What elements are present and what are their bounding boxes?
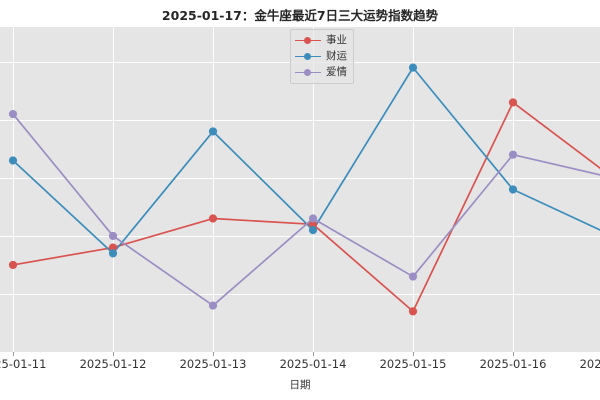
data-point — [208, 127, 218, 136]
x-tick-label: 2025-01-14 — [279, 357, 347, 371]
chart-legend: 事业 财运 爱情 — [290, 29, 354, 84]
legend-label: 财运 — [326, 50, 347, 62]
gridline-vertical — [113, 27, 114, 352]
legend-item-爱情[interactable]: 爱情 — [295, 65, 347, 80]
x-tick-mark — [13, 352, 14, 356]
data-point — [508, 185, 518, 194]
data-point — [8, 109, 18, 119]
gridline-horizontal — [0, 235, 600, 237]
x-tick-mark — [513, 352, 514, 356]
legend-label: 事业 — [326, 34, 347, 46]
x-tick-mark — [213, 352, 214, 356]
data-point — [8, 156, 18, 165]
x-axis-label: 日期 — [289, 379, 311, 391]
legend-swatch-icon — [295, 67, 321, 79]
gridline-horizontal — [0, 177, 600, 179]
gridline-horizontal — [0, 119, 600, 121]
data-point — [208, 301, 218, 310]
data-point — [508, 98, 518, 107]
data-point — [308, 226, 318, 235]
series-line-爱情 — [12, 113, 600, 307]
data-point — [508, 150, 518, 159]
legend-swatch-icon — [295, 51, 321, 63]
x-tick-label: 2025-01-13 — [179, 357, 247, 371]
data-point — [208, 214, 218, 223]
gridline-vertical — [413, 27, 414, 352]
data-point — [408, 272, 418, 281]
legend-label: 爱情 — [326, 66, 347, 78]
series-line-财运 — [12, 66, 600, 255]
x-tick-mark — [413, 352, 414, 356]
legend-item-事业[interactable]: 事业 — [295, 33, 347, 48]
data-point — [108, 243, 118, 252]
data-point — [108, 231, 118, 241]
data-point — [408, 307, 418, 316]
data-point — [408, 63, 418, 72]
legend-item-财运[interactable]: 财运 — [295, 49, 347, 64]
x-tick-label: 2025-01-16 — [479, 357, 547, 371]
gridline-vertical — [213, 27, 214, 352]
x-tick-label: 2025-01-12 — [79, 357, 147, 371]
x-tick-label: 2025-01-17 — [579, 357, 600, 371]
legend-swatch-icon — [295, 35, 321, 47]
data-point — [308, 214, 318, 223]
x-tick-mark — [113, 352, 114, 356]
data-point — [108, 249, 118, 258]
x-tick-label: 2025-01-11 — [0, 357, 47, 371]
data-point — [8, 260, 18, 270]
x-tick-label: 2025-01-15 — [379, 357, 447, 371]
gridline-vertical — [313, 27, 314, 352]
series-lines — [8, 63, 600, 316]
series-line-事业 — [12, 101, 600, 313]
gridline-horizontal — [0, 294, 600, 295]
data-point — [308, 220, 318, 229]
x-tick-mark — [313, 352, 314, 356]
page-title: 2025-01-17：金牛座最近7日三大运势指数趋势 — [161, 8, 439, 23]
gridline-vertical — [13, 27, 14, 352]
